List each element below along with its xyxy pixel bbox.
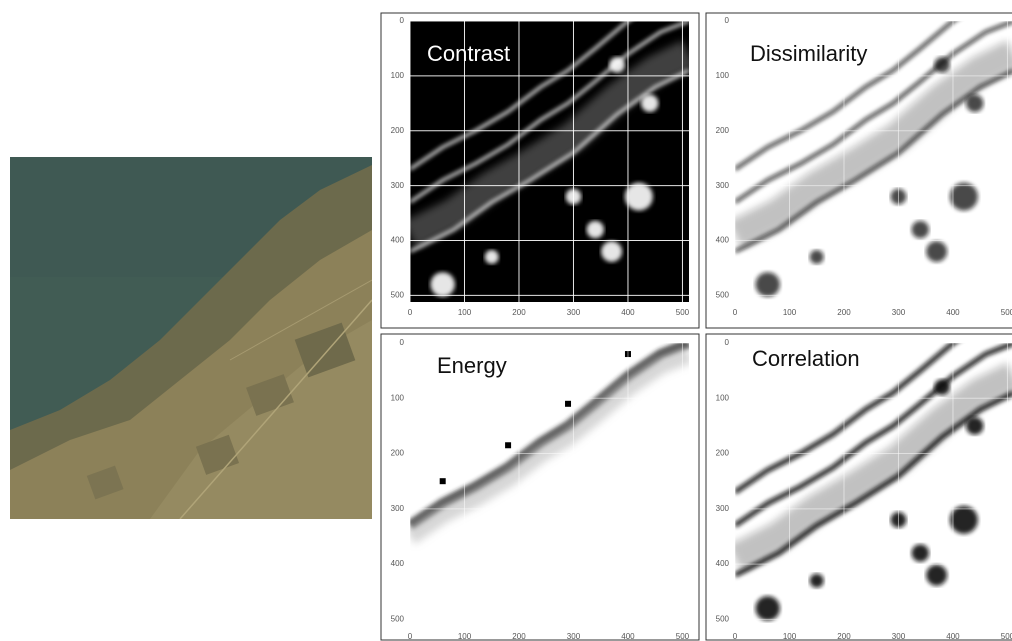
texture-blob bbox=[934, 379, 950, 395]
y-tick-label: 300 bbox=[716, 504, 730, 513]
texture-blob bbox=[625, 183, 653, 211]
y-tick-label: 400 bbox=[716, 559, 730, 568]
x-tick-label: 0 bbox=[733, 632, 738, 641]
page: 01002003004005000100200300400500Contrast… bbox=[0, 0, 1012, 641]
y-tick-label: 0 bbox=[725, 16, 730, 25]
y-tick-label: 100 bbox=[716, 71, 730, 80]
y-tick-label: 0 bbox=[725, 338, 730, 347]
texture-blob bbox=[755, 272, 779, 296]
y-tick-label: 100 bbox=[391, 71, 405, 80]
energy-speck bbox=[440, 478, 446, 484]
map-background bbox=[410, 343, 689, 626]
x-tick-label: 400 bbox=[621, 632, 635, 641]
figure: 01002003004005000100200300400500Contrast… bbox=[0, 0, 1012, 641]
y-tick-label: 100 bbox=[716, 393, 730, 402]
energy-speck bbox=[505, 442, 511, 448]
x-tick-label: 100 bbox=[783, 632, 797, 641]
panel-title: Contrast bbox=[427, 41, 510, 66]
y-tick-label: 500 bbox=[716, 291, 730, 300]
x-tick-label: 300 bbox=[892, 308, 906, 317]
y-tick-label: 200 bbox=[716, 126, 730, 135]
x-tick-label: 0 bbox=[733, 308, 738, 317]
x-tick-label: 300 bbox=[567, 632, 581, 641]
y-tick-label: 500 bbox=[716, 614, 730, 623]
texture-blob bbox=[601, 241, 622, 262]
texture-blob bbox=[609, 57, 625, 73]
panel-title: Dissimilarity bbox=[750, 41, 867, 66]
texture-blob bbox=[926, 241, 947, 262]
y-tick-label: 400 bbox=[391, 236, 405, 245]
x-tick-label: 500 bbox=[676, 308, 690, 317]
texture-blob bbox=[966, 417, 983, 434]
x-tick-label: 0 bbox=[408, 632, 413, 641]
x-tick-label: 500 bbox=[1001, 308, 1012, 317]
energy-speck bbox=[565, 401, 571, 407]
aerial-image bbox=[10, 157, 372, 519]
x-tick-label: 0 bbox=[408, 308, 413, 317]
y-tick-label: 100 bbox=[391, 393, 405, 402]
x-tick-label: 100 bbox=[458, 632, 472, 641]
texture-blob bbox=[950, 506, 978, 534]
texture-blob bbox=[966, 95, 983, 112]
x-tick-label: 100 bbox=[458, 308, 472, 317]
y-tick-label: 300 bbox=[391, 181, 405, 190]
x-tick-label: 300 bbox=[892, 632, 906, 641]
x-tick-label: 500 bbox=[1001, 632, 1012, 641]
panel-title: Correlation bbox=[752, 346, 860, 371]
x-tick-label: 200 bbox=[512, 632, 526, 641]
panel-title: Energy bbox=[437, 353, 507, 378]
texture-blob bbox=[934, 57, 950, 73]
texture-blob bbox=[810, 574, 824, 588]
x-tick-label: 500 bbox=[676, 632, 690, 641]
x-tick-label: 200 bbox=[837, 308, 851, 317]
x-tick-label: 400 bbox=[946, 632, 960, 641]
y-tick-label: 0 bbox=[400, 338, 405, 347]
x-tick-label: 300 bbox=[567, 308, 581, 317]
x-tick-label: 200 bbox=[837, 632, 851, 641]
y-tick-label: 400 bbox=[391, 559, 405, 568]
x-tick-label: 200 bbox=[512, 308, 526, 317]
y-tick-label: 300 bbox=[391, 504, 405, 513]
y-tick-label: 500 bbox=[391, 614, 405, 623]
y-tick-label: 0 bbox=[400, 16, 405, 25]
texture-blob bbox=[755, 596, 779, 620]
x-tick-label: 400 bbox=[946, 308, 960, 317]
x-tick-label: 400 bbox=[621, 308, 635, 317]
y-tick-label: 400 bbox=[716, 236, 730, 245]
texture-blob bbox=[926, 565, 947, 586]
y-tick-label: 500 bbox=[391, 291, 405, 300]
y-tick-label: 200 bbox=[716, 449, 730, 458]
texture-blob bbox=[950, 183, 978, 211]
texture-blob bbox=[485, 250, 499, 264]
y-tick-label: 200 bbox=[391, 449, 405, 458]
y-tick-label: 200 bbox=[391, 126, 405, 135]
texture-blob bbox=[430, 272, 454, 296]
texture-blob bbox=[587, 221, 604, 238]
texture-blob bbox=[641, 95, 658, 112]
texture-blob bbox=[810, 250, 824, 264]
x-tick-label: 100 bbox=[783, 308, 797, 317]
y-tick-label: 300 bbox=[716, 181, 730, 190]
texture-blob bbox=[912, 221, 929, 238]
texture-blob bbox=[912, 544, 929, 561]
